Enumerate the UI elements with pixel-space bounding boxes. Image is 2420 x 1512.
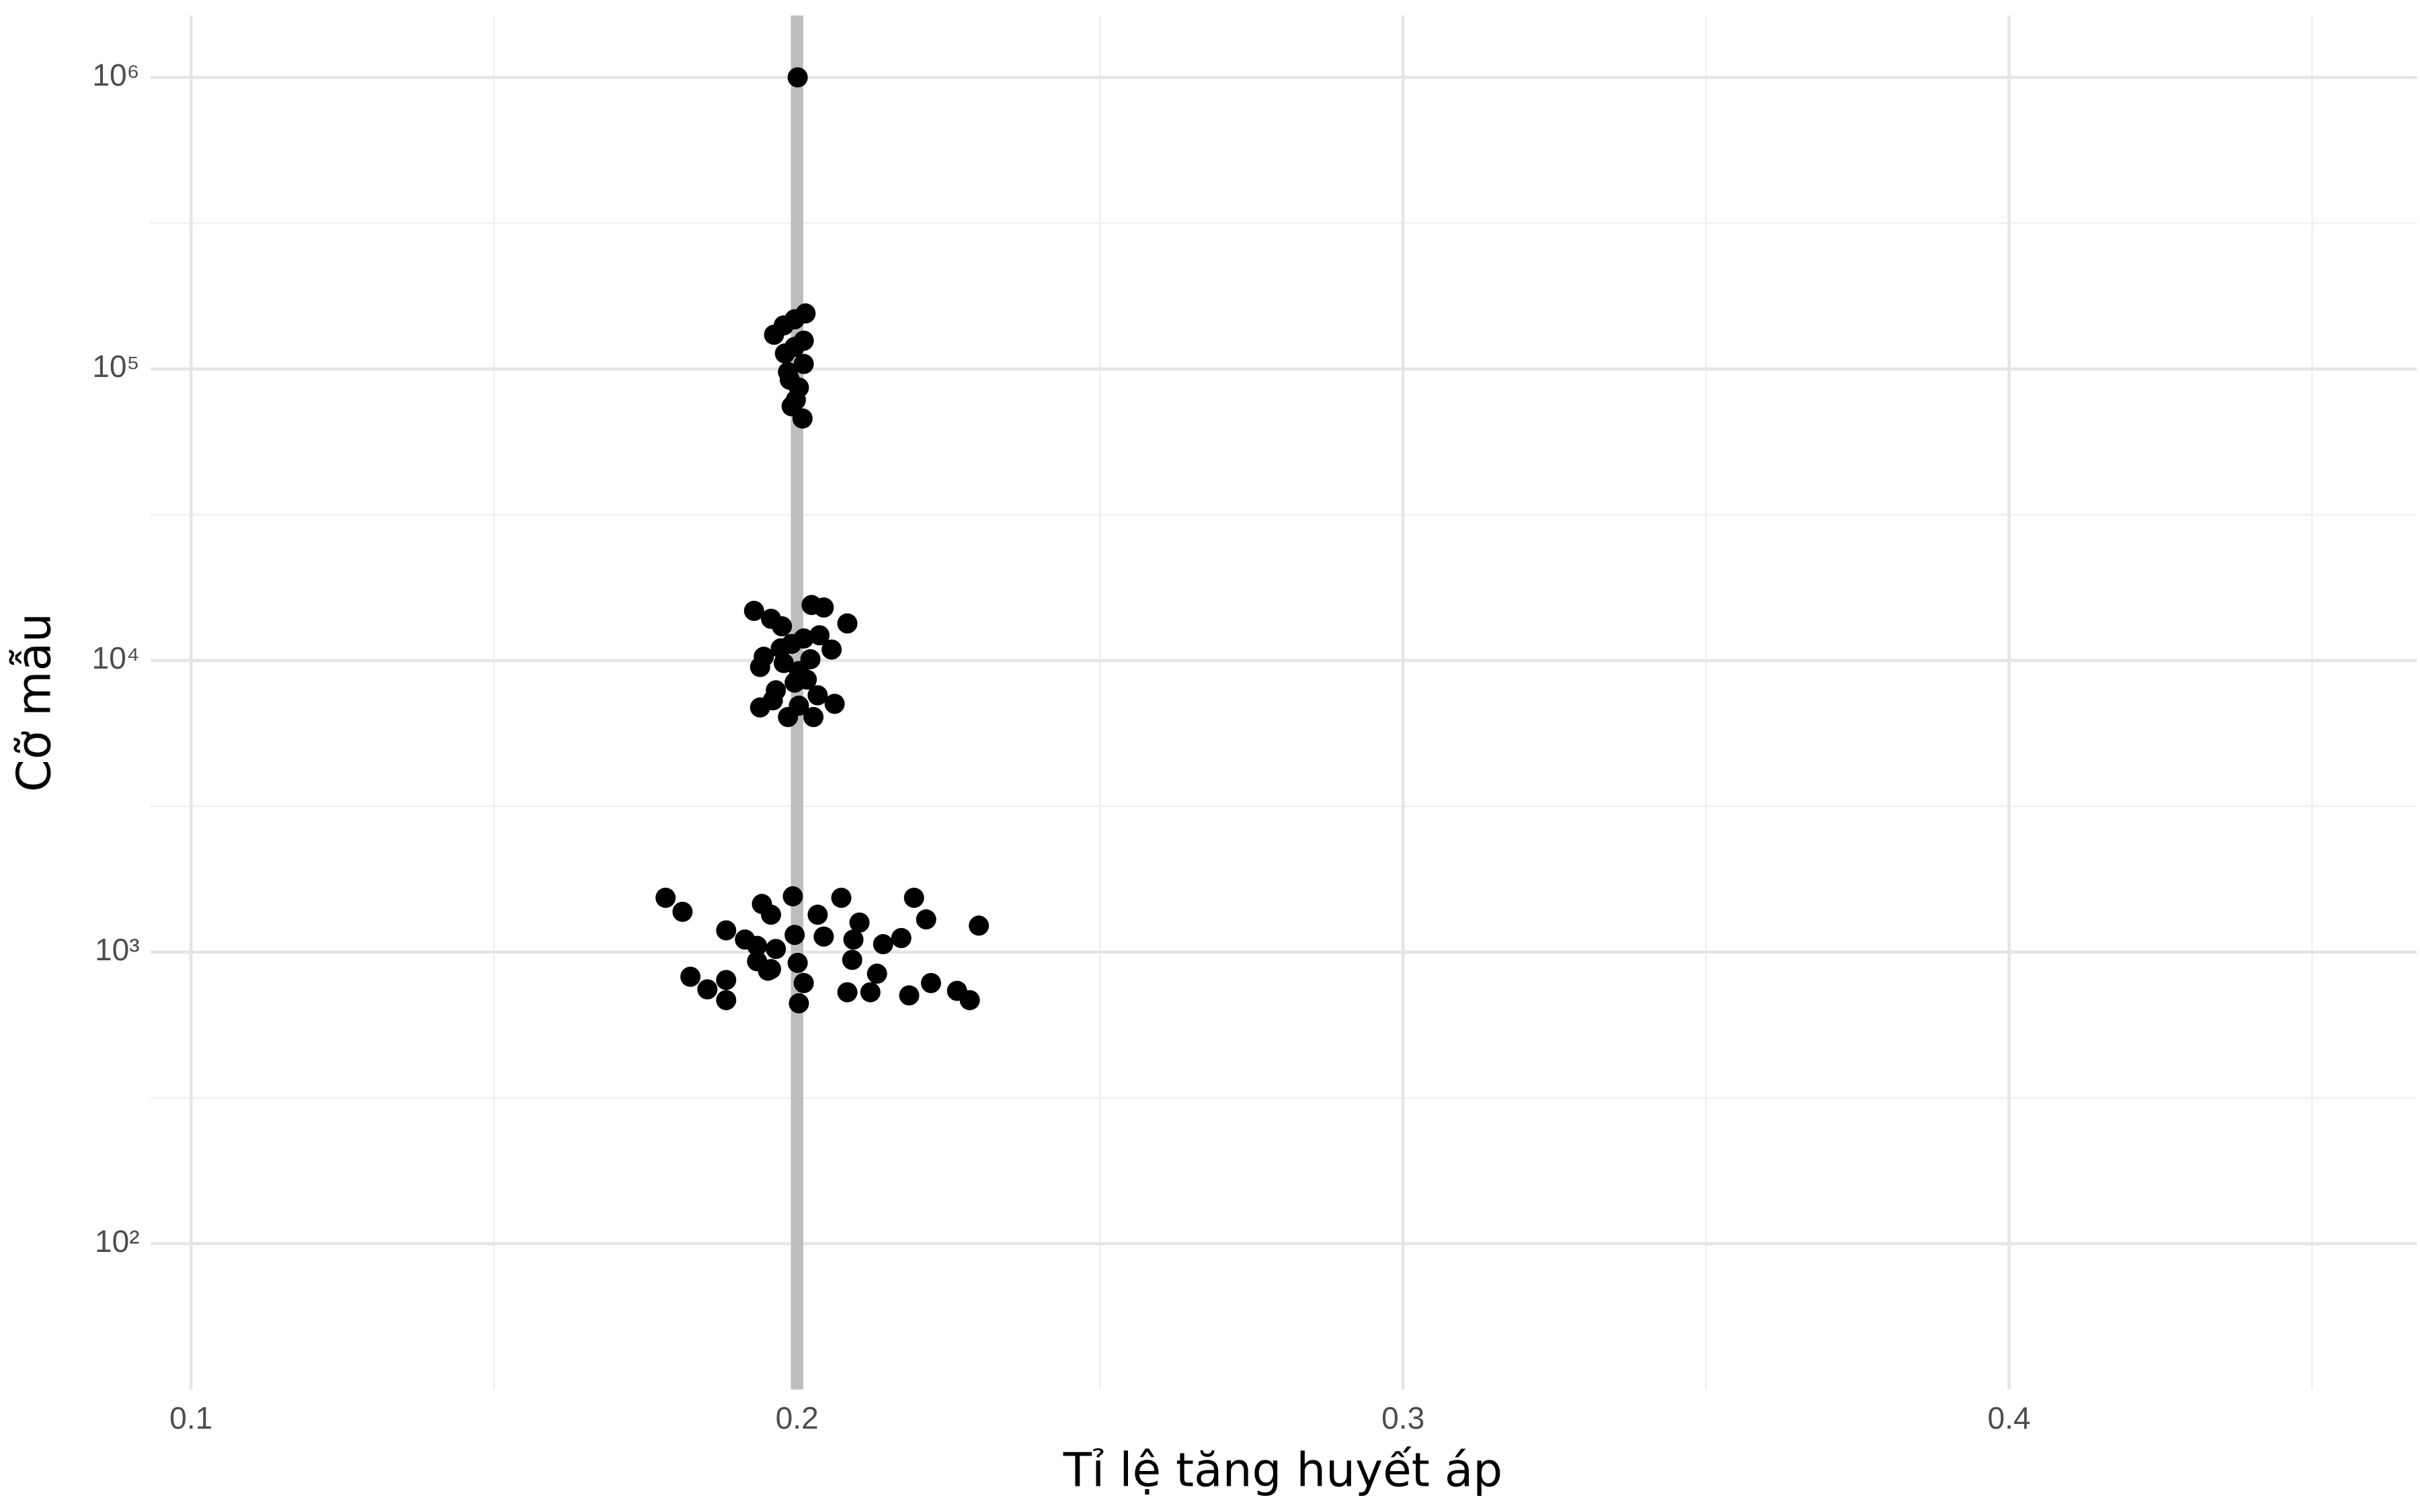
point [697,979,718,1000]
point [766,939,787,960]
point [655,888,676,909]
point [920,972,941,993]
y-tick-label: 10⁶ [92,57,139,92]
x-axis-title: Tỉ lệ tăng huyết áp [1063,1443,1503,1497]
point [837,982,858,1003]
point [716,970,737,991]
point [784,925,805,946]
point [784,672,805,693]
point [772,616,793,636]
point [785,390,806,411]
point [916,909,936,930]
point [672,901,693,922]
point [716,920,737,941]
point [784,309,805,330]
point [807,685,828,706]
point [849,912,870,933]
point [959,990,980,1011]
point [680,966,701,987]
point [770,638,791,659]
point [824,694,845,714]
x-tick-label: 0.2 [776,1400,819,1435]
point [899,985,920,1006]
point [866,963,887,984]
point [800,649,821,670]
x-tick-label: 0.1 [169,1400,212,1435]
y-tick-label: 10³ [95,932,140,967]
y-tick-label: 10⁵ [92,349,139,384]
point [807,905,828,925]
point [792,408,813,429]
y-tick-label: 10² [95,1224,140,1259]
point [873,934,893,955]
point [750,657,770,677]
point [747,935,768,956]
point [793,353,814,374]
point [860,982,881,1003]
point [743,601,764,622]
point [793,972,814,993]
point [803,706,824,727]
point [969,915,990,936]
point [831,888,852,909]
point [842,950,862,970]
point [813,926,834,947]
point [891,927,912,948]
point [843,929,864,950]
point [837,613,858,634]
point [762,690,783,711]
point [779,370,800,390]
point [758,960,778,981]
point [716,990,737,1011]
point [903,888,924,909]
point [813,597,834,618]
point [809,625,830,646]
x-tick-label: 0.3 [1381,1400,1424,1435]
point [782,886,803,907]
point [789,696,809,716]
y-axis-title: Cỡ mẫu [7,613,61,792]
point [760,905,781,925]
point [787,67,808,88]
point [789,993,809,1014]
point [821,639,842,660]
point [787,952,808,973]
x-tick-label: 0.4 [1988,1400,2031,1435]
point [784,337,805,358]
y-tick-label: 10⁴ [92,640,140,675]
